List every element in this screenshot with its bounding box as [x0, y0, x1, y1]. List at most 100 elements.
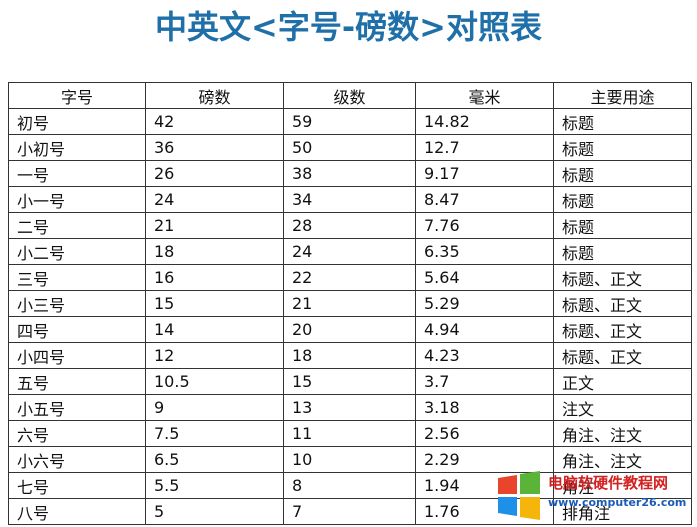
table-cell: 四号 [8, 316, 146, 343]
table-cell: 一号 [8, 160, 146, 187]
table-row: 一号 26 38 9.17 标题 [8, 160, 692, 187]
table-cell: 28 [283, 212, 416, 239]
table-cell: 15 [145, 290, 284, 317]
table-cell: 正文 [553, 368, 692, 395]
table-cell: 排角注 [553, 498, 692, 525]
table-cell: 7.76 [415, 212, 554, 239]
table-row: 三号 16 22 5.64 标题、正文 [8, 264, 692, 291]
table-cell: 15 [283, 368, 416, 395]
table-row: 初号 42 59 14.82 标题 [8, 108, 692, 135]
table-cell: 5.5 [145, 472, 284, 499]
table-cell: 20 [283, 316, 416, 343]
column-header: 级数 [283, 82, 416, 109]
column-header: 毫米 [415, 82, 554, 109]
table-cell: 标题 [553, 212, 692, 239]
table-cell: 10 [283, 446, 416, 473]
table-cell: 36 [145, 134, 284, 161]
table-cell: 5.64 [415, 264, 554, 291]
table-cell: 5 [145, 498, 284, 525]
table-cell: 18 [145, 238, 284, 265]
table-row: 八号 5 7 1.76 排角注 [8, 498, 692, 525]
watermark-url: www.computer26.com [548, 496, 687, 509]
table-cell: 注文 [553, 394, 692, 421]
table-cell: 14.82 [415, 108, 554, 135]
size-table: 字号 磅数 级数 毫米 主要用途 初号 42 59 14.82 标题 小初号 36 50 12.7 标题一… [8, 82, 692, 525]
table-cell: 11 [283, 420, 416, 447]
table-cell: 10.5 [145, 368, 284, 395]
table-row: 小三号 15 21 5.29 标题、正文 [8, 290, 692, 317]
table-cell: 4.94 [415, 316, 554, 343]
table-cell: 八号 [8, 498, 146, 525]
table-cell: 2.56 [415, 420, 554, 447]
table-cell: 标题 [553, 160, 692, 187]
table-cell: 7 [283, 498, 416, 525]
table-cell: 26 [145, 160, 284, 187]
column-header: 主要用途 [553, 82, 692, 109]
table-cell: 六号 [8, 420, 146, 447]
table-cell: 小四号 [8, 342, 146, 369]
table-cell: 18 [283, 342, 416, 369]
table-cell: 14 [145, 316, 284, 343]
table-cell: 小二号 [8, 238, 146, 265]
table-cell: 标题 [553, 134, 692, 161]
table-cell: 小五号 [8, 394, 146, 421]
table-cell: 9 [145, 394, 284, 421]
table-cell: 2.29 [415, 446, 554, 473]
table-row: 六号 7.5 11 2.56 角注、注文 [8, 420, 692, 447]
table-cell: 标题、正文 [553, 316, 692, 343]
table-cell: 21 [145, 212, 284, 239]
table-cell: 7.5 [145, 420, 284, 447]
table-row: 五号 10.5 15 3.7 正文 [8, 368, 692, 395]
table-cell: 小三号 [8, 290, 146, 317]
table-cell: 小一号 [8, 186, 146, 213]
table-cell: 标题、正文 [553, 342, 692, 369]
table-cell: 角注、注文 [553, 420, 692, 447]
table-row: 小四号 12 18 4.23 标题、正文 [8, 342, 692, 369]
table-cell: 8.47 [415, 186, 554, 213]
page-title: 中英文<字号-磅数>对照表 [155, 8, 542, 46]
table-cell: 七号 [8, 472, 146, 499]
watermark-name: 电脑软硬件教程网 [548, 474, 669, 492]
table-cell: 标题、正文 [553, 290, 692, 317]
column-header: 磅数 [145, 82, 284, 109]
table-row: 小六号 6.5 10 2.29 角注、注文 [8, 446, 692, 473]
table-cell: 21 [283, 290, 416, 317]
table-row: 小一号 24 34 8.47 标题 [8, 186, 692, 213]
table-cell: 59 [283, 108, 416, 135]
table-cell: 24 [283, 238, 416, 265]
table-cell: 标题、正文 [553, 264, 692, 291]
table-cell: 6.5 [145, 446, 284, 473]
table-cell: 24 [145, 186, 284, 213]
table-cell: 标题 [553, 238, 692, 265]
table-cell: 42 [145, 108, 284, 135]
windows-logo [498, 471, 540, 520]
table-cell: 小六号 [8, 446, 146, 473]
table-cell: 3.18 [415, 394, 554, 421]
table-cell: 22 [283, 264, 416, 291]
table-cell: 角注、注文 [553, 446, 692, 473]
table-cell: 4.23 [415, 342, 554, 369]
table-cell: 50 [283, 134, 416, 161]
table-cell: 5.29 [415, 290, 554, 317]
table-cell: 二号 [8, 212, 146, 239]
table-cell: 初号 [8, 108, 146, 135]
table-cell: 小初号 [8, 134, 146, 161]
table-cell: 38 [283, 160, 416, 187]
column-header: 字号 [8, 82, 146, 109]
table-cell: 8 [283, 472, 416, 499]
table-cell: 标题 [553, 186, 692, 213]
table-cell: 12.7 [415, 134, 554, 161]
table-cell: 12 [145, 342, 284, 369]
table-cell: 16 [145, 264, 284, 291]
table-cell: 34 [283, 186, 416, 213]
table-cell: 13 [283, 394, 416, 421]
header-row: 字号 磅数 级数 毫米 主要用途 [8, 82, 692, 109]
table-cell: 3.7 [415, 368, 554, 395]
watermark: 电脑软硬件教程网 www.computer26.com [492, 468, 692, 523]
table-cell: 三号 [8, 264, 146, 291]
table-cell: 标题 [553, 108, 692, 135]
table-cell: 9.17 [415, 160, 554, 187]
table-row: 二号 21 28 7.76 标题 [8, 212, 692, 239]
table-row: 小五号 9 13 3.18 注文 [8, 394, 692, 421]
